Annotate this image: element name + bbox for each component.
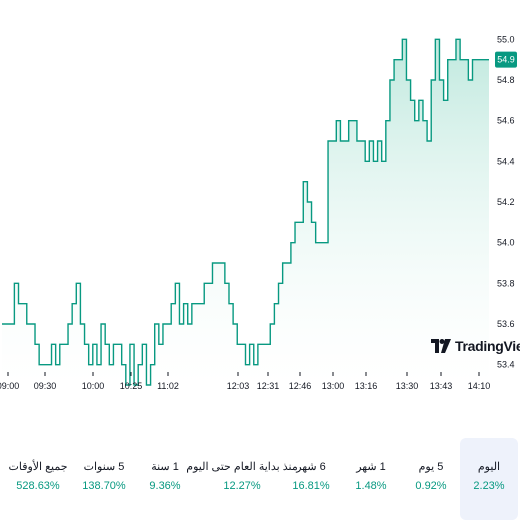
period-change-value: 9.36% bbox=[149, 480, 181, 492]
y-tick-label: 54.6 bbox=[497, 116, 515, 126]
x-tick-label: 10:00 bbox=[82, 381, 105, 391]
x-tick-label: 12:03 bbox=[227, 381, 250, 391]
x-tick-label: 12:31 bbox=[257, 381, 280, 391]
price-chart[interactable]: 55.0 54.8 54.6 54.4 54.2 54.0 53.8 53.6 53.4 09:… bbox=[0, 0, 520, 405]
period-change-value: 12.27% bbox=[223, 480, 261, 492]
x-tick-label: 14:10 bbox=[468, 381, 491, 391]
y-tick-label: 53.4 bbox=[497, 360, 515, 370]
x-tick-label: 13:16 bbox=[355, 381, 378, 391]
last-value-label: 54.9 bbox=[497, 55, 515, 65]
performance-periods: اليوم 2.23% 5 يوم 0.92% 1 شهر 1.48% 6 شهر 16.81… bbox=[0, 438, 520, 520]
last-value-badge bbox=[495, 51, 517, 68]
period-tab[interactable]: جميع الأوقات 528.63% bbox=[5, 438, 71, 520]
period-change-value: 528.63% bbox=[16, 480, 60, 492]
period-change-value: 1.48% bbox=[355, 480, 387, 492]
x-tick-label: 13:30 bbox=[396, 381, 419, 391]
period-label: 5 سنوات bbox=[83, 461, 125, 473]
tradingview-logo[interactable]: TradingView bbox=[431, 336, 520, 356]
y-tick-label: 53.6 bbox=[497, 319, 515, 329]
tradingview-logo-icon bbox=[431, 339, 451, 353]
period-label: اليوم bbox=[477, 461, 501, 473]
y-axis: 55.0 54.8 54.6 54.4 54.2 54.0 53.8 53.6 53.4 bbox=[497, 34, 515, 369]
y-tick-label: 54.2 bbox=[497, 197, 515, 207]
y-tick-label: 54.0 bbox=[497, 238, 515, 248]
chart-canvas[interactable]: 55.0 54.8 54.6 54.4 54.2 54.0 53.8 53.6 53.4 09:… bbox=[0, 0, 520, 405]
price-line bbox=[2, 38, 489, 386]
y-tick-label: 54.8 bbox=[497, 75, 515, 85]
x-tick-label: 09:00 bbox=[0, 381, 19, 391]
y-tick-label: 55.0 bbox=[497, 34, 515, 44]
x-axis: 09:00 09:30 10:00 10:25 11:02 12:03 12:31 12:46… bbox=[0, 372, 490, 391]
period-tab[interactable]: 1 شهر 1.48% bbox=[343, 438, 399, 520]
x-tick-label: 09:30 bbox=[34, 381, 57, 391]
x-tick-label: 11:02 bbox=[157, 381, 179, 391]
period-tab[interactable]: 1 سنة 9.36% bbox=[137, 438, 193, 520]
x-tick-label: 13:00 bbox=[322, 381, 345, 391]
y-tick-label: 53.8 bbox=[497, 278, 515, 288]
period-change-value: 2.23% bbox=[473, 480, 505, 492]
period-label: جميع الأوقات bbox=[8, 461, 68, 473]
period-tab[interactable]: منذ بداية العام حتى اليوم 12.27% bbox=[186, 438, 297, 520]
period-label: 6 شهر bbox=[296, 461, 326, 473]
x-tick-label: 12:46 bbox=[289, 381, 312, 391]
tradingview-logo-text: TradingView bbox=[455, 338, 520, 354]
period-label: 5 يوم bbox=[418, 461, 444, 473]
period-tab[interactable]: 5 سنوات 138.70% bbox=[75, 438, 133, 520]
period-label: 1 سنة bbox=[151, 461, 179, 473]
period-change-value: 0.92% bbox=[415, 480, 447, 492]
period-label: 1 شهر bbox=[356, 461, 386, 473]
period-tab[interactable]: 6 شهر 16.81% bbox=[283, 438, 339, 520]
period-change-value: 16.81% bbox=[292, 480, 330, 492]
period-tab[interactable]: 5 يوم 0.92% bbox=[403, 438, 459, 520]
period-tab[interactable]: اليوم 2.23% bbox=[460, 438, 518, 520]
period-change-value: 138.70% bbox=[82, 480, 126, 492]
x-tick-label: 10:25 bbox=[120, 381, 143, 391]
last-value-marker: 54.9 bbox=[495, 51, 517, 68]
y-tick-label: 54.4 bbox=[497, 156, 515, 166]
price-area bbox=[2, 39, 489, 385]
period-label: منذ بداية العام حتى اليوم bbox=[186, 461, 298, 473]
x-tick-label: 13:43 bbox=[430, 381, 453, 391]
